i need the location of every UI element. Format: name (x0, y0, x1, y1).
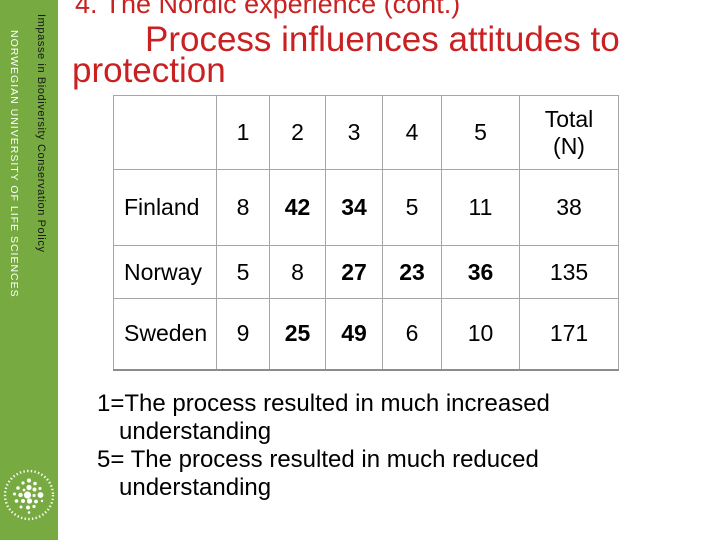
value-cell: 5 (382, 169, 442, 246)
scale-header-cell: 5 (441, 95, 520, 170)
table-row: Sweden 9 25 49 6 10 171 (113, 298, 619, 371)
scale-header-cell: 2 (269, 95, 326, 170)
value-cell: 23 (382, 245, 442, 299)
value-cell: 10 (441, 298, 520, 371)
scale-header-cell: 4 (382, 95, 442, 170)
slide-title: 4. The Nordic experience (cont.) (75, 0, 461, 19)
total-value-cell: 135 (519, 245, 619, 299)
university-dots-logo-icon (3, 469, 55, 521)
legend-notes: 1=The process resulted in much increased… (97, 390, 627, 502)
total-header-label: Total (N) (544, 105, 594, 159)
note-scale-5: 5= The process resulted in much reduced … (97, 446, 539, 501)
results-table: 1 2 3 4 5 Total (N) Finland 8 42 34 5 11 38 Norway 5 8… (113, 95, 619, 371)
value-cell: 25 (269, 298, 326, 371)
value-cell: 27 (325, 245, 383, 299)
value-cell: 5 (216, 245, 270, 299)
sidebar-green-bar (0, 0, 58, 540)
table-row: Finland 8 42 34 5 11 38 (113, 169, 619, 246)
value-cell: 49 (325, 298, 383, 371)
scale-header-cell: 1 (216, 95, 270, 170)
table-row: Norway 5 8 27 23 36 135 (113, 245, 619, 299)
slide-subtitle: Process influences attitudes to protecti… (72, 20, 620, 90)
scale-header-cell: 3 (325, 95, 383, 170)
value-cell: 11 (441, 169, 520, 246)
total-value-cell: 171 (519, 298, 619, 371)
total-value-cell: 38 (519, 169, 619, 246)
country-label-cell: Sweden (113, 298, 217, 371)
value-cell: 8 (216, 169, 270, 246)
value-cell: 42 (269, 169, 326, 246)
value-cell: 36 (441, 245, 520, 299)
table-corner-cell (113, 95, 217, 170)
country-label-cell: Norway (113, 245, 217, 299)
total-header-cell: Total (N) (519, 95, 619, 170)
country-label-cell: Finland (113, 169, 217, 246)
university-name-vertical-text: NORWEGIAN UNIVERSITY OF LIFE SCIENCES (8, 30, 20, 298)
value-cell: 34 (325, 169, 383, 246)
note-scale-1: 1=The process resulted in much increased… (97, 390, 550, 445)
course-title-vertical-text: Impasse in Biodiversity Conservation Pol… (35, 14, 47, 253)
table-header-row: 1 2 3 4 5 Total (N) (113, 95, 619, 170)
value-cell: 9 (216, 298, 270, 371)
value-cell: 8 (269, 245, 326, 299)
value-cell: 6 (382, 298, 442, 371)
